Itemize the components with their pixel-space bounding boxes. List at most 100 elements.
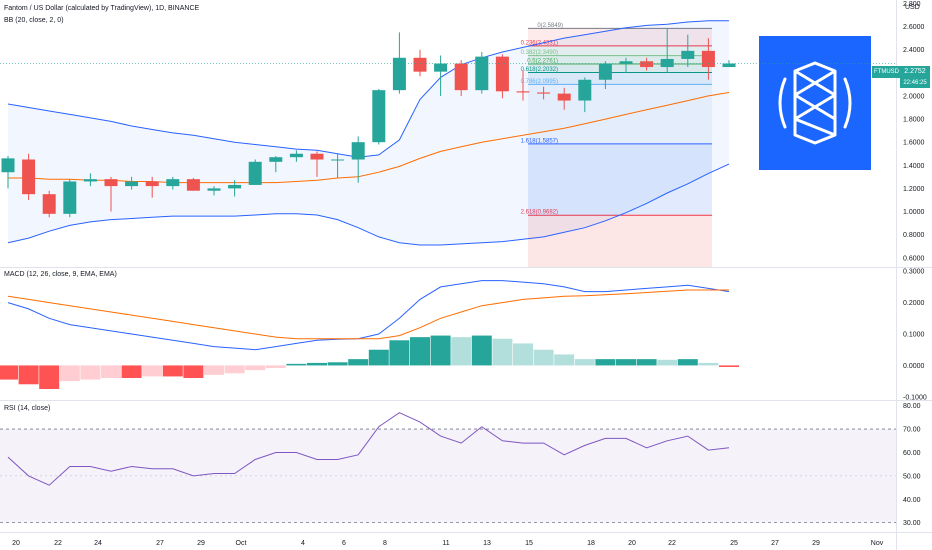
bb-upper-line <box>7 20 729 158</box>
macd-histogram-bar <box>245 365 266 371</box>
price-axis-tick: 1.6000 <box>903 140 925 147</box>
fantom-logo-icon <box>778 61 852 145</box>
time-axis-tick: 27 <box>771 540 779 547</box>
price-axis-tick: 0.8000 <box>903 232 925 239</box>
candle-body[interactable] <box>310 153 324 160</box>
fib-level-label: 2.618(0.9682) <box>521 210 558 216</box>
time-axis-tick: 29 <box>812 540 820 547</box>
fib-level-label: 0.382(2.3490) <box>521 50 558 56</box>
macd-histogram-bar <box>368 349 389 366</box>
candle-body[interactable] <box>289 153 303 158</box>
candle-body[interactable] <box>640 61 654 68</box>
fib-level-label: 0(2.5849) <box>537 23 563 29</box>
candle-body[interactable] <box>516 91 530 93</box>
candle-body[interactable] <box>598 63 612 80</box>
candle-body[interactable] <box>83 179 97 182</box>
price-axis-tick: 0.6000 <box>903 255 925 262</box>
candle-body[interactable] <box>701 50 715 68</box>
time-axis-tick: 11 <box>442 540 449 547</box>
time-axis-tick: Nov <box>871 540 884 547</box>
candle-body[interactable] <box>207 188 221 191</box>
price-axis-tick: 2.800 <box>903 1 921 8</box>
fib-zone <box>528 143 712 216</box>
candle-body[interactable] <box>186 179 200 191</box>
macd-histogram-bar <box>39 365 60 389</box>
symbol-tag: FTMUSD <box>872 66 901 78</box>
rsi-line <box>7 412 730 486</box>
macd-histogram-bar <box>307 362 327 366</box>
bb-indicator-label[interactable]: BB (20, close, 2, 0) <box>4 17 64 24</box>
candle-body[interactable] <box>269 157 283 162</box>
time-axis-tick: Oct <box>236 540 247 547</box>
price-pane[interactable]: 0(2.5849)0.236(2.4331)0.382(2.3490)0.5(2… <box>0 20 896 267</box>
macd-histogram-bar <box>410 337 430 366</box>
candle-body[interactable] <box>681 50 695 59</box>
fib-zone <box>528 45 712 56</box>
candle-body[interactable] <box>454 63 468 91</box>
time-axis-tick: 29 <box>197 540 205 547</box>
rsi-axis-tick: 60.00 <box>903 450 921 457</box>
macd-histogram-bar <box>348 359 369 366</box>
time-axis-tick: 25 <box>730 540 738 547</box>
candle-body[interactable] <box>557 93 571 101</box>
candle-body[interactable] <box>537 92 551 94</box>
candle-body[interactable] <box>228 184 242 189</box>
macd-histogram-bar <box>616 359 636 366</box>
macd-histogram-bar <box>471 335 492 366</box>
macd-histogram-bar <box>595 359 616 366</box>
rsi-axis-tick: 80.00 <box>903 403 921 410</box>
signal-line <box>7 289 729 340</box>
macd-histogram-bar <box>513 343 533 366</box>
time-axis-tick: 6 <box>342 540 346 547</box>
fib-level-label: 1.618(1.5857) <box>521 138 558 144</box>
candle-body[interactable] <box>42 194 56 214</box>
price-axis-tick: 1.2000 <box>903 186 925 193</box>
candle-body[interactable] <box>619 61 633 64</box>
price-axis-tick: 1.8000 <box>903 117 925 124</box>
macd-indicator-label[interactable]: MACD (12, 26, close, 9, EMA, EMA) <box>4 271 117 278</box>
candle-body[interactable] <box>63 181 77 214</box>
macd-histogram-bar <box>657 359 678 366</box>
candle-body[interactable] <box>104 179 118 187</box>
fib-zone <box>528 55 712 65</box>
candle-body[interactable] <box>660 58 674 68</box>
rsi-axis-tick: 50.00 <box>903 473 921 480</box>
currency-label[interactable]: USD <box>905 4 920 11</box>
candle-body[interactable] <box>392 57 406 91</box>
price-axis-tick: 2.0000 <box>903 93 925 100</box>
candle-body[interactable] <box>351 142 365 160</box>
macd-pane[interactable] <box>0 280 739 389</box>
candle-body[interactable] <box>125 181 139 187</box>
macd-histogram-bar <box>389 340 410 366</box>
candle-body[interactable] <box>413 57 427 72</box>
time-axis-tick: 8 <box>383 540 387 547</box>
candle-body[interactable] <box>578 79 592 101</box>
candle-body[interactable] <box>1 158 15 173</box>
rsi-pane[interactable] <box>0 412 896 524</box>
candle-body[interactable] <box>331 159 345 161</box>
time-axis-tick: 24 <box>94 540 102 547</box>
fib-level-label: 0.786(2.0995) <box>521 79 558 85</box>
candle-body[interactable] <box>248 161 262 185</box>
macd-histogram-bar <box>554 354 575 366</box>
bb-lower-line <box>7 163 730 246</box>
time-axis-tick: 20 <box>628 540 636 547</box>
candle-body[interactable] <box>722 63 736 68</box>
fib-zone <box>528 28 712 46</box>
rsi-axis-tick: 70.00 <box>903 427 921 434</box>
macd-histogram-bar <box>327 362 348 366</box>
macd-axis-tick: 0.2000 <box>903 300 925 307</box>
time-axis-tick: 15 <box>525 540 533 547</box>
macd-axis-tick: 0.0000 <box>903 363 925 370</box>
bb-basis-line <box>8 92 730 184</box>
candle-body[interactable] <box>145 181 159 187</box>
candle-body[interactable] <box>166 179 180 187</box>
time-axis-tick: 4 <box>301 540 305 547</box>
candle-body[interactable] <box>475 56 489 91</box>
candle-body[interactable] <box>22 159 36 195</box>
candle-body[interactable] <box>495 56 509 92</box>
candle-body[interactable] <box>372 90 386 143</box>
candle-body[interactable] <box>434 63 448 72</box>
rsi-indicator-label[interactable]: RSI (14, close) <box>4 405 51 412</box>
